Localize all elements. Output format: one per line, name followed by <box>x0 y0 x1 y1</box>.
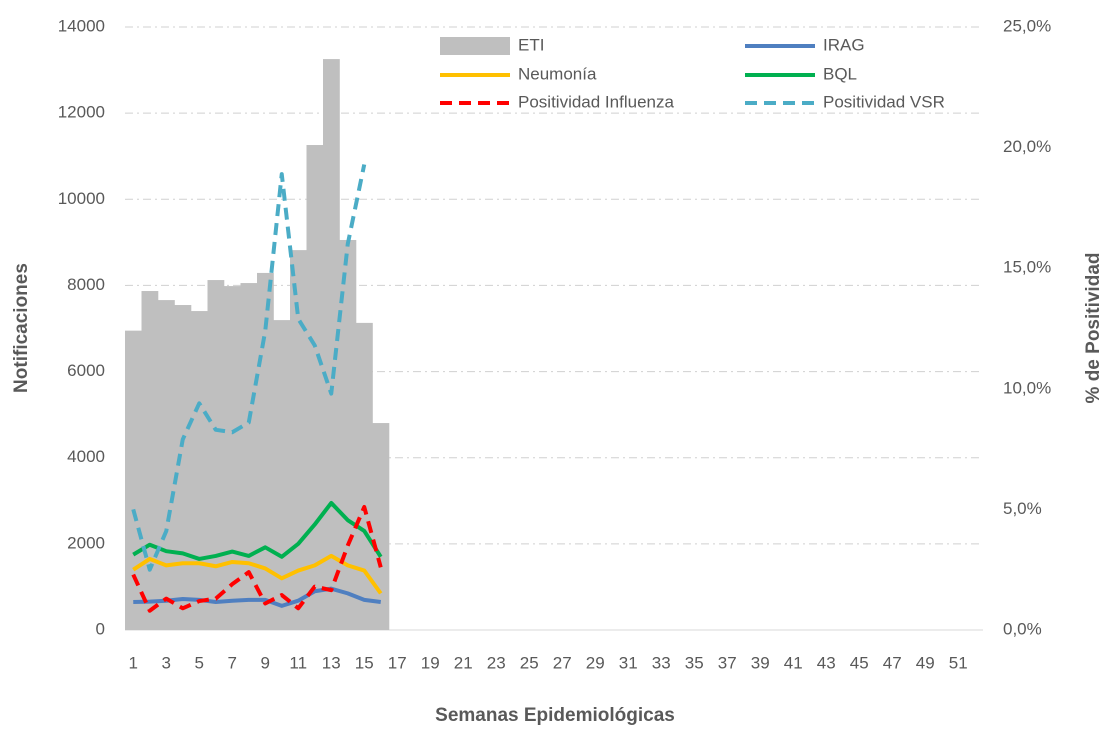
legend-label: Neumonía <box>518 64 597 83</box>
x-axis-title: Semanas Epidemiológicas <box>435 705 675 726</box>
bar <box>207 280 225 630</box>
x-tick-label: 35 <box>685 653 704 672</box>
x-tick-label: 23 <box>487 653 506 672</box>
bar <box>290 250 307 631</box>
line <box>132 553 383 595</box>
y-tick-label: 8000 <box>67 275 105 294</box>
x-tick-label: 51 <box>949 653 968 672</box>
x-tick-label: 31 <box>619 653 638 672</box>
y-tick-label: 4000 <box>67 447 105 466</box>
x-tick-label: 39 <box>751 653 770 672</box>
x-tick-label: 25 <box>520 653 539 672</box>
legend-label: ETI <box>518 35 544 54</box>
bar <box>372 423 390 630</box>
x-tick-label: 3 <box>162 653 171 672</box>
x-tick-label: 47 <box>883 653 902 672</box>
bar <box>339 239 357 630</box>
line <box>133 586 382 608</box>
y2-tick-label: 10,0% <box>1003 378 1051 397</box>
y-axis-title: Notificaciones <box>11 263 32 393</box>
y2-tick-label: 5,0% <box>1003 499 1042 518</box>
x-tick-label: 11 <box>289 653 307 672</box>
x-tick-label: 1 <box>129 653 138 672</box>
x-tick-label: 9 <box>261 653 270 672</box>
bar <box>240 283 258 630</box>
legend-label: Positividad Influenza <box>518 92 674 111</box>
y2-tick-label: 15,0% <box>1003 258 1051 277</box>
legend-swatch <box>440 37 510 55</box>
x-tick-label: 19 <box>421 653 440 672</box>
y-tick-label: 10000 <box>58 189 105 208</box>
line <box>132 500 383 561</box>
grid <box>125 26 983 545</box>
bar <box>356 322 373 630</box>
x-tick-label: 45 <box>850 653 869 672</box>
x-tick-label: 43 <box>817 653 836 672</box>
x-tick-label: 37 <box>718 653 737 672</box>
x-tick-label: 5 <box>195 653 204 672</box>
legend-label: IRAG <box>823 35 865 54</box>
bar <box>125 330 142 630</box>
y-tick-label: 6000 <box>67 361 105 380</box>
bar <box>141 291 159 630</box>
bar <box>191 311 208 630</box>
line <box>131 504 383 613</box>
x-tick-label: 21 <box>454 653 473 672</box>
x-tick-label: 13 <box>322 653 341 672</box>
legend-label: BQL <box>823 64 857 83</box>
legend-label: Positividad VSR <box>823 92 945 111</box>
bar <box>158 300 175 630</box>
y2-tick-label: 20,0% <box>1003 137 1051 156</box>
y-tick-label: 12000 <box>58 103 105 122</box>
x-tick-label: 15 <box>355 653 374 672</box>
y2-tick-label: 0,0% <box>1003 619 1042 638</box>
x-tick-label: 33 <box>652 653 671 672</box>
bar <box>224 286 241 630</box>
y-tick-label: 2000 <box>67 533 105 552</box>
x-tick-label: 17 <box>388 653 407 672</box>
y-tick-label: 14000 <box>58 16 105 35</box>
bar <box>323 59 340 631</box>
x-tick-label: 29 <box>586 653 605 672</box>
y2-tick-label: 25,0% <box>1003 16 1051 35</box>
bar <box>174 305 192 630</box>
x-tick-label: 27 <box>553 653 572 672</box>
y2-axis-title: % de Positividad <box>1083 253 1104 404</box>
y-tick-label: 0 <box>96 619 105 638</box>
bar <box>273 320 291 630</box>
line <box>131 164 367 572</box>
x-tick-label: 49 <box>916 653 935 672</box>
bar <box>306 145 324 630</box>
x-tick-label: 7 <box>228 653 237 672</box>
x-tick-label: 41 <box>784 653 803 672</box>
